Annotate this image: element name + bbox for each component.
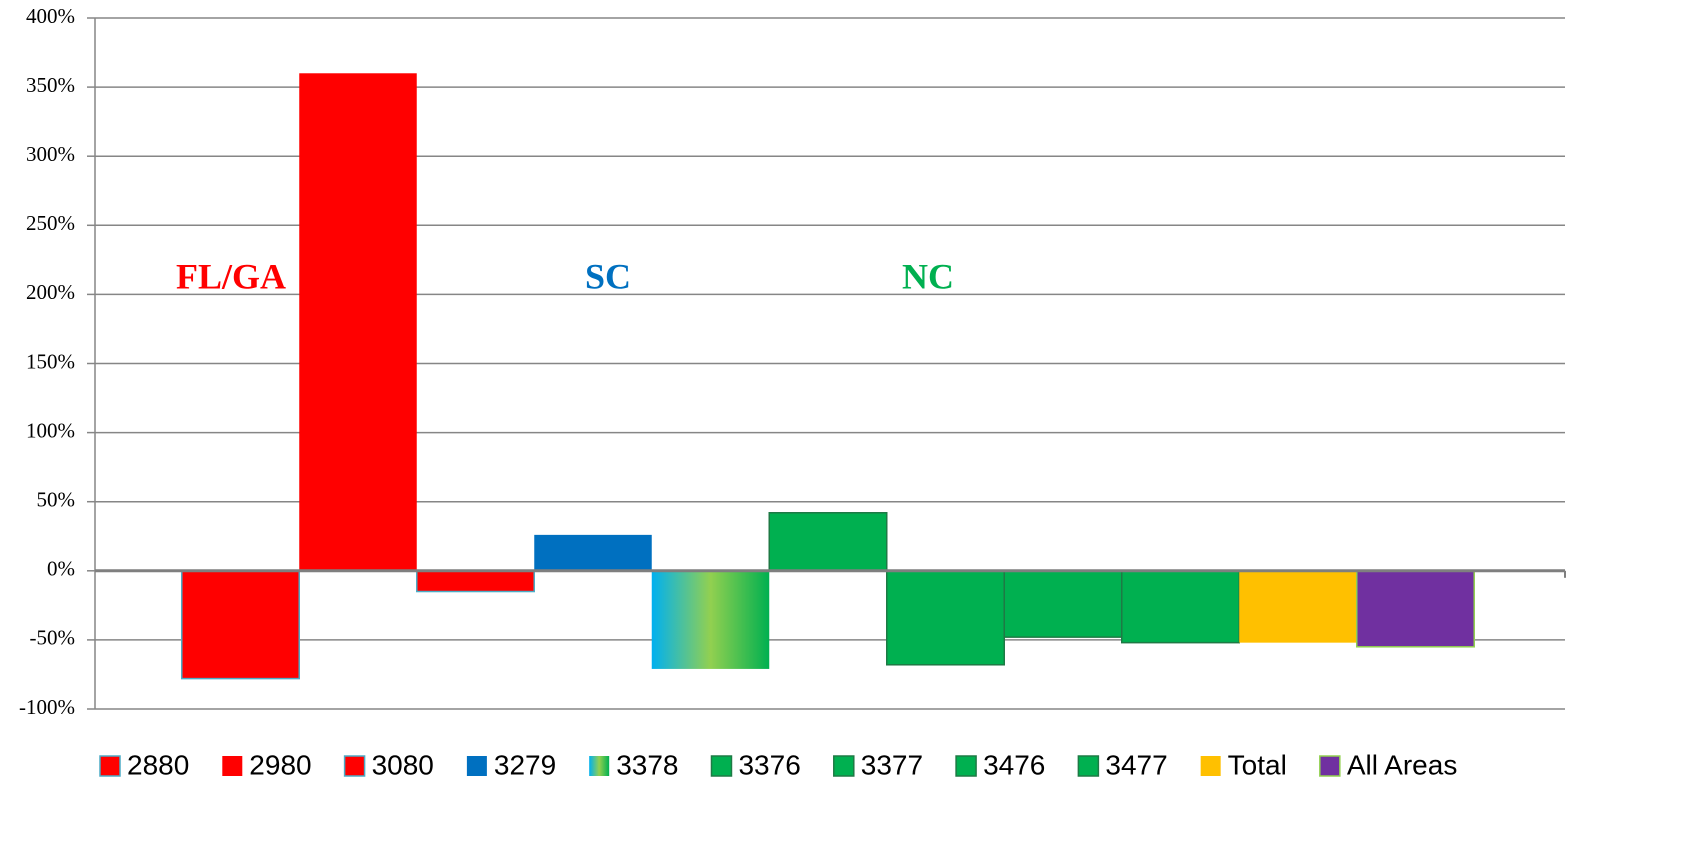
legend-swatch (1319, 755, 1341, 777)
bar (416, 570, 535, 593)
legend-swatch (710, 755, 733, 777)
legend-swatch (99, 755, 121, 777)
legend-label: 3377 (861, 749, 923, 780)
y-tick-label: 150% (26, 349, 75, 373)
y-tick-label: 0% (47, 557, 75, 581)
legend-label: 3080 (372, 749, 434, 780)
bar (1003, 570, 1123, 638)
bar (886, 570, 1005, 666)
legend-swatch (955, 755, 977, 777)
y-tick-label: 200% (26, 280, 75, 304)
bar (181, 570, 300, 680)
bar (299, 73, 417, 571)
legend-label: Total (1228, 749, 1287, 780)
legend-swatch (589, 756, 610, 776)
y-tick-label: -50% (30, 626, 76, 650)
legend-label: 2980 (249, 749, 311, 780)
legend-label: 2880 (127, 749, 189, 780)
legend-label: 3279 (494, 749, 556, 780)
legend-label: All Areas (1347, 749, 1458, 780)
bar (534, 534, 652, 571)
legend-label: 3477 (1105, 749, 1167, 780)
bar (1239, 570, 1357, 643)
bar (768, 512, 888, 572)
legend-label: 3378 (616, 749, 678, 780)
legend-swatch (1200, 756, 1221, 776)
annotation: SC (585, 256, 631, 296)
bar (1356, 570, 1475, 648)
legend-swatch (466, 756, 487, 776)
annotation: NC (902, 256, 954, 296)
legend-label: 3376 (738, 749, 800, 780)
legend-swatch (1077, 755, 1100, 777)
legend-swatch (833, 755, 855, 777)
bar (1121, 570, 1240, 644)
y-tick-label: -100% (19, 695, 75, 719)
y-tick-label: 300% (26, 142, 75, 166)
bar (651, 570, 770, 669)
legend-swatch (222, 756, 243, 776)
y-tick-label: 50% (37, 488, 76, 512)
y-tick-label: 250% (26, 211, 75, 235)
legend-swatch (343, 755, 366, 777)
y-tick-label: 350% (26, 73, 75, 97)
legend-label: 3476 (983, 749, 1045, 780)
y-tick-label: 100% (26, 418, 75, 442)
y-tick-label: 400% (26, 4, 75, 28)
annotation: FL/GA (176, 256, 286, 296)
